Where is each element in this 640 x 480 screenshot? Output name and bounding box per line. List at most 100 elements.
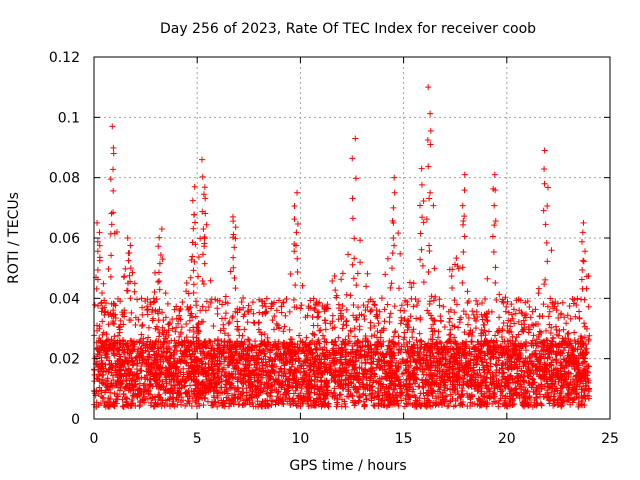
data-point: [559, 299, 566, 306]
data-point: [238, 298, 245, 305]
data-point: [427, 127, 434, 134]
data-point: [541, 281, 548, 288]
data-point: [578, 344, 585, 351]
data-point: [296, 394, 303, 401]
data-point: [397, 320, 404, 327]
data-point: [371, 332, 378, 339]
data-point: [351, 340, 358, 347]
data-point: [262, 310, 269, 316]
data-point: [214, 403, 221, 410]
data-point: [436, 296, 443, 303]
data-point: [347, 327, 354, 334]
data-point: [105, 321, 112, 328]
data-point: [435, 328, 442, 335]
data-point: [191, 258, 198, 265]
data-point: [338, 354, 345, 361]
data-point: [137, 337, 144, 344]
data-point: [510, 306, 517, 313]
data-point: [186, 317, 193, 324]
data-point: [200, 318, 207, 325]
data-point: [395, 285, 402, 292]
data-point: [307, 297, 314, 304]
data-point: [578, 296, 585, 303]
data-point: [560, 326, 567, 333]
data-point: [535, 285, 542, 292]
data-point: [192, 219, 199, 226]
data-point: [381, 318, 388, 325]
data-point: [200, 281, 207, 288]
data-point: [376, 308, 383, 315]
data-point: [286, 326, 293, 333]
data-point: [133, 366, 140, 373]
data-point: [227, 268, 234, 275]
data-point: [431, 265, 438, 272]
data-point: [222, 293, 229, 300]
data-point: [387, 310, 394, 317]
data-point: [406, 338, 413, 345]
data-point: [473, 297, 480, 304]
data-point: [500, 299, 507, 306]
data-point: [250, 319, 257, 326]
data-point: [155, 365, 162, 372]
data-point: [584, 363, 591, 370]
data-point: [342, 403, 349, 410]
data-point: [415, 383, 422, 390]
data-point: [214, 310, 221, 317]
data-point: [417, 390, 424, 397]
data-point: [169, 325, 176, 332]
data-point: [155, 333, 162, 340]
data-point: [491, 222, 498, 229]
data-point: [580, 258, 587, 265]
data-point: [484, 318, 491, 325]
data-point: [360, 302, 367, 309]
data-point: [225, 320, 232, 327]
data-point: [447, 353, 454, 360]
data-point: [122, 265, 129, 272]
data-point: [273, 320, 280, 327]
data-point: [333, 358, 340, 365]
data-point: [164, 300, 171, 307]
data-point: [456, 319, 463, 326]
data-point: [446, 318, 453, 325]
data-point: [541, 180, 548, 187]
data-point: [479, 300, 486, 307]
data-point: [586, 332, 593, 339]
data-point: [217, 327, 224, 334]
data-point: [217, 384, 224, 391]
data-point: [190, 324, 197, 331]
data-point: [204, 398, 211, 405]
data-point: [390, 333, 397, 340]
data-point: [496, 291, 503, 298]
data-point: [441, 323, 448, 330]
data-point: [136, 339, 143, 346]
data-point: [576, 314, 583, 321]
data-point: [430, 202, 437, 209]
data-point: [138, 295, 145, 302]
data-point: [256, 309, 263, 316]
data-point: [250, 310, 257, 317]
data-point: [416, 330, 423, 337]
data-point: [361, 316, 368, 323]
data-point: [449, 284, 456, 291]
data-point: [338, 276, 345, 283]
data-point: [322, 326, 329, 333]
data-point: [448, 273, 455, 280]
data-point: [159, 256, 166, 263]
data-point: [225, 332, 232, 339]
data-point: [581, 320, 588, 327]
data-point: [138, 323, 145, 330]
data-point: [339, 270, 346, 277]
data-point: [465, 315, 472, 322]
data-point: [221, 330, 228, 337]
data-point: [120, 321, 127, 328]
data-point: [314, 314, 321, 321]
data-point: [134, 296, 141, 303]
data-point: [274, 393, 281, 400]
data-point: [316, 327, 323, 334]
data-point: [404, 317, 411, 324]
data-point: [410, 303, 417, 310]
data-point: [263, 389, 270, 396]
data-point: [108, 369, 115, 376]
data-point: [462, 311, 469, 318]
